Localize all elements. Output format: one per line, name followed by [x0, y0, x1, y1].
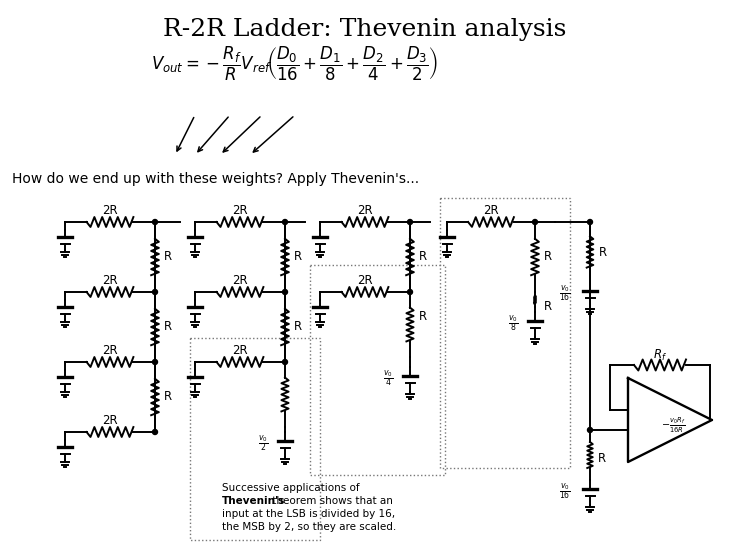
Circle shape — [153, 359, 158, 364]
Text: 2R: 2R — [357, 205, 373, 218]
Text: 2R: 2R — [357, 275, 373, 288]
Text: Successive applications of: Successive applications of — [222, 483, 360, 493]
Circle shape — [153, 429, 158, 434]
Text: R: R — [164, 251, 172, 264]
Text: R: R — [544, 300, 552, 313]
Text: R: R — [164, 391, 172, 404]
Text: $V_{out} = -\dfrac{R_f}{R}V_{ref}\!\left(\dfrac{D_0}{16}+\dfrac{D_1}{8}+\dfrac{D: $V_{out} = -\dfrac{R_f}{R}V_{ref}\!\left… — [151, 45, 439, 83]
Text: $\frac{v_0}{4}$: $\frac{v_0}{4}$ — [383, 369, 393, 389]
Text: R: R — [164, 321, 172, 334]
Circle shape — [283, 359, 288, 364]
Text: input at the LSB is divided by 16,: input at the LSB is divided by 16, — [222, 509, 395, 519]
Text: $-\frac{v_0 R_f}{16R}$: $-\frac{v_0 R_f}{16R}$ — [661, 415, 685, 435]
Bar — [310, 265, 445, 475]
Text: 2R: 2R — [232, 345, 247, 358]
Text: $\frac{v_0}{2}$: $\frac{v_0}{2}$ — [258, 434, 268, 454]
Circle shape — [153, 289, 158, 294]
Text: 2R: 2R — [102, 205, 118, 218]
Text: 2R: 2R — [102, 415, 118, 428]
Text: R-2R Ladder: Thevenin analysis: R-2R Ladder: Thevenin analysis — [164, 18, 566, 41]
Text: 2R: 2R — [232, 205, 247, 218]
Text: $R_f$: $R_f$ — [653, 347, 667, 363]
Text: R: R — [419, 251, 427, 264]
Text: $\frac{v_0}{16}$: $\frac{v_0}{16}$ — [559, 482, 571, 502]
Bar — [440, 198, 570, 468]
Text: $\frac{v_0}{16}$: $\frac{v_0}{16}$ — [559, 284, 571, 304]
Circle shape — [532, 219, 537, 224]
Text: R: R — [294, 251, 302, 264]
Circle shape — [588, 428, 593, 433]
Text: 2R: 2R — [232, 275, 247, 288]
Text: R: R — [419, 311, 427, 323]
Text: 2R: 2R — [102, 275, 118, 288]
Text: How do we end up with these weights? Apply Thevenin's...: How do we end up with these weights? App… — [12, 172, 419, 186]
Circle shape — [283, 219, 288, 224]
Circle shape — [588, 219, 593, 224]
Text: R: R — [294, 321, 302, 334]
Bar — [190, 338, 320, 540]
Text: R: R — [544, 251, 552, 264]
Text: theorem shows that an: theorem shows that an — [269, 496, 393, 506]
Text: R: R — [598, 451, 606, 464]
Circle shape — [407, 219, 412, 224]
Text: 2R: 2R — [483, 205, 499, 218]
Circle shape — [407, 289, 412, 294]
Text: 2R: 2R — [102, 345, 118, 358]
Circle shape — [153, 219, 158, 224]
Text: R: R — [599, 246, 607, 259]
Text: the MSB by 2, so they are scaled.: the MSB by 2, so they are scaled. — [222, 522, 396, 532]
Text: Thevenin's: Thevenin's — [222, 496, 285, 506]
Text: $\frac{v_0}{8}$: $\frac{v_0}{8}$ — [508, 314, 518, 334]
Circle shape — [283, 289, 288, 294]
